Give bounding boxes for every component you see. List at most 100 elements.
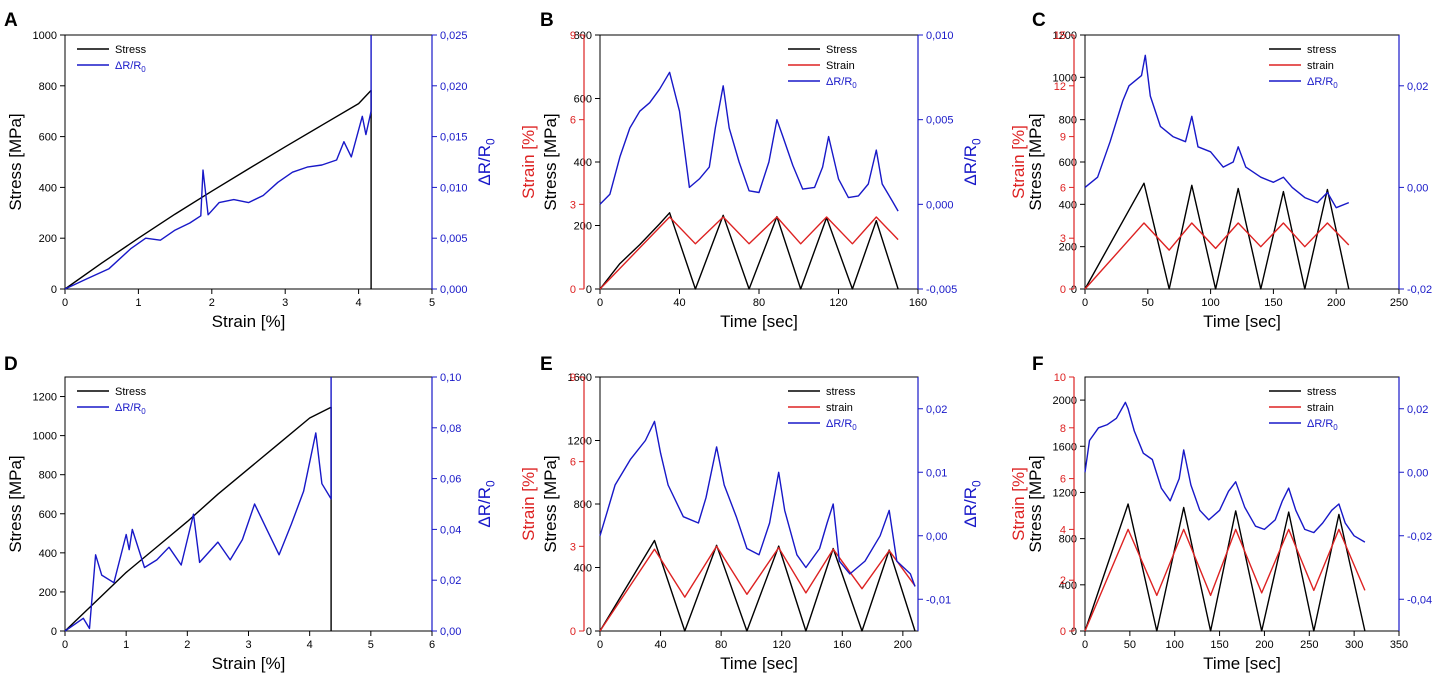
series-stress-line (599, 539, 916, 632)
plot-frame (599, 376, 919, 632)
y-axis-label: Stress [MPa] (541, 113, 560, 210)
strain-tick-label: 0 (1060, 284, 1066, 296)
x-tick-label: 120 (829, 297, 847, 309)
x-axis-label: Strain [%] (212, 312, 286, 331)
strain-tick-label: 3 (570, 199, 576, 211)
y-tick-label: 800 (574, 499, 592, 511)
y-tick-label: 200 (1059, 242, 1077, 254)
series-rr0-line (1084, 54, 1350, 209)
y-tick-label: 1200 (33, 392, 57, 404)
x-tick-label: 3 (282, 297, 288, 309)
legend-label: stress (826, 386, 856, 398)
x-tick-label: 250 (1300, 639, 1318, 651)
x-axis-label: Time [sec] (720, 654, 798, 673)
y-tick-label: 200 (39, 233, 57, 245)
x-tick-label: 2 (209, 297, 215, 309)
panel-letter: E (540, 354, 553, 375)
y2-tick-label: 0,04 (440, 524, 461, 536)
y-axis-label: Stress [MPa] (6, 455, 25, 552)
series-stress-line (64, 406, 332, 632)
y-tick-label: 600 (39, 132, 57, 144)
legend-label: ΔR/R0 (826, 418, 857, 432)
y-tick-label: 600 (1059, 157, 1077, 169)
x-tick-label: 250 (1390, 297, 1408, 309)
y2-tick-label: 0,025 (440, 30, 468, 42)
series-rr0-line (1084, 401, 1366, 543)
x-axis-label: Time [sec] (1203, 312, 1281, 331)
y-tick-label: 0 (1071, 626, 1077, 638)
y-tick-label: 0 (51, 284, 57, 296)
legend-label: ΔR/R0 (1307, 76, 1338, 90)
legend-label: stress (1307, 386, 1337, 398)
y-tick-label: 1200 (1053, 487, 1077, 499)
x-tick-label: 120 (773, 639, 791, 651)
panel-letter: F (1032, 354, 1044, 375)
x-tick-label: 300 (1345, 639, 1363, 651)
series-rr0-line (599, 420, 916, 587)
y2-tick-label: 0,000 (440, 284, 468, 296)
x-tick-label: 4 (356, 297, 362, 309)
x-tick-label: 160 (833, 639, 851, 651)
panel-letter: B (540, 10, 554, 31)
y-tick-label: 400 (1059, 580, 1077, 592)
strain-axis-label: Strain [%] (1009, 467, 1028, 541)
x-tick-label: 80 (715, 639, 727, 651)
series-stress-line (1084, 182, 1350, 290)
x-tick-label: 200 (894, 639, 912, 651)
strain-tick-label: 0 (570, 626, 576, 638)
strain-tick-label: 8 (1060, 423, 1066, 435)
panel-c: C0 50 100 150 200 250020040060080010001200-0,… (1009, 10, 1432, 331)
y-tick-label: 0 (1071, 284, 1077, 296)
legend-label: Strain (826, 60, 855, 72)
y2-tick-label: 0,015 (440, 132, 468, 144)
series-rr0-line (64, 35, 372, 290)
y-tick-label: 2000 (1053, 395, 1077, 407)
strain-tick-label: 0 (1060, 626, 1066, 638)
y-tick-label: 1000 (33, 30, 57, 42)
x-tick-label: 200 (1255, 639, 1273, 651)
y-tick-label: 600 (574, 94, 592, 106)
strain-tick-label: 3 (1060, 233, 1066, 245)
y2-tick-label: -0,02 (1407, 531, 1432, 543)
series-strain-line (1084, 222, 1350, 290)
x-tick-label: 350 (1390, 639, 1408, 651)
y-tick-label: 0 (51, 626, 57, 638)
strain-tick-label: 9 (570, 30, 576, 42)
x-axis-label: Time [sec] (720, 312, 798, 331)
legend-label: strain (1307, 60, 1334, 72)
series-stress-line (599, 212, 899, 290)
y-tick-label: 800 (39, 81, 57, 93)
plot-frame (64, 376, 433, 632)
x-tick-label: 6 (429, 639, 435, 651)
y2-tick-label: 0,00 (440, 626, 461, 638)
x-tick-label: 80 (753, 297, 765, 309)
strain-tick-label: 6 (570, 115, 576, 127)
y-tick-label: 800 (1059, 115, 1077, 127)
y-tick-label: 1600 (1053, 441, 1077, 453)
y2-tick-label: 0,00 (1407, 467, 1428, 479)
panel-letter: D (4, 354, 18, 375)
y2-axis-label: ΔR/R0 (961, 480, 983, 528)
series-strain-line (1084, 528, 1366, 632)
strain-tick-label: 9 (1060, 132, 1066, 144)
x-tick-label: 40 (673, 297, 685, 309)
y-tick-label: 400 (39, 548, 57, 560)
y2-tick-label: 0,08 (440, 423, 461, 435)
strain-tick-label: 6 (1060, 182, 1066, 194)
strain-tick-label: 2 (1060, 575, 1066, 587)
x-tick-label: 5 (368, 639, 374, 651)
series-rr0-line (599, 71, 899, 212)
y-tick-label: 400 (39, 182, 57, 194)
x-tick-label: 40 (654, 639, 666, 651)
legend-label: ΔR/R0 (826, 76, 857, 90)
series-rr0-line (64, 377, 332, 632)
panel-b: B 0 40 80 120 160 0 200 400 600 800 -0,005 0,000 0,00… (519, 10, 983, 331)
y-tick-label: 1000 (1053, 72, 1077, 84)
y-tick-label: 1200 (568, 436, 592, 448)
y2-tick-label: 0,005 (440, 233, 468, 245)
y-tick-label: 800 (574, 30, 592, 42)
y2-tick-label: 0,01 (926, 467, 947, 479)
y-tick-label: 1200 (1053, 30, 1077, 42)
y-tick-label: 1000 (33, 431, 57, 443)
legend-label: Stress (115, 44, 147, 56)
